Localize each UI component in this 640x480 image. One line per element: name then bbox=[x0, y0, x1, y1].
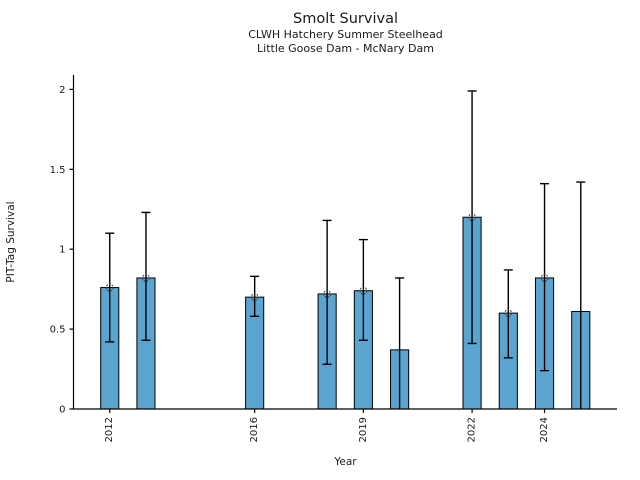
x-tick-label-2012: 2012 bbox=[104, 417, 115, 442]
x-tick-label-2016: 2016 bbox=[249, 417, 260, 442]
point-marker-2012 bbox=[105, 283, 114, 292]
chart-header: Smolt Survival CLWH Hatchery Summer Stee… bbox=[74, 10, 617, 55]
point-marker-2022 bbox=[468, 213, 477, 222]
y-tick-label-0.5: 0.5 bbox=[50, 325, 66, 336]
chart-subtitle-line2: Little Goose Dam - McNary Dam bbox=[257, 41, 434, 55]
point-marker-2018 bbox=[323, 289, 332, 298]
y-axis-label: PIT-Tag Survival bbox=[5, 201, 17, 282]
y-tick-label-1: 1 bbox=[59, 245, 65, 256]
x-tick-label-2024: 2024 bbox=[539, 417, 550, 442]
x-tick-label-2022: 2022 bbox=[467, 417, 478, 442]
bars-layer bbox=[100, 90, 591, 410]
chart-title: Smolt Survival bbox=[293, 11, 398, 27]
y-tick-label-0: 0 bbox=[59, 405, 65, 416]
chart-subtitle-line1: CLWH Hatchery Summer Steelhead bbox=[248, 28, 443, 41]
point-marker-2024 bbox=[540, 274, 549, 282]
point-marker-2013 bbox=[142, 274, 150, 282]
y-tick-label-2: 2 bbox=[59, 85, 65, 96]
point-marker-2023 bbox=[504, 309, 513, 318]
axes-layer bbox=[69, 75, 617, 413]
x-axis-label: Year bbox=[334, 456, 357, 468]
point-marker-2019 bbox=[359, 286, 368, 295]
point-marker-2016 bbox=[250, 293, 259, 302]
x-tick-label-2019: 2019 bbox=[358, 417, 369, 442]
tick-labels-layer: 0 0.5 1 1.5 2 2012 2016 2019 2022 2024 bbox=[50, 85, 550, 443]
y-tick-label-1.5: 1.5 bbox=[50, 165, 66, 176]
